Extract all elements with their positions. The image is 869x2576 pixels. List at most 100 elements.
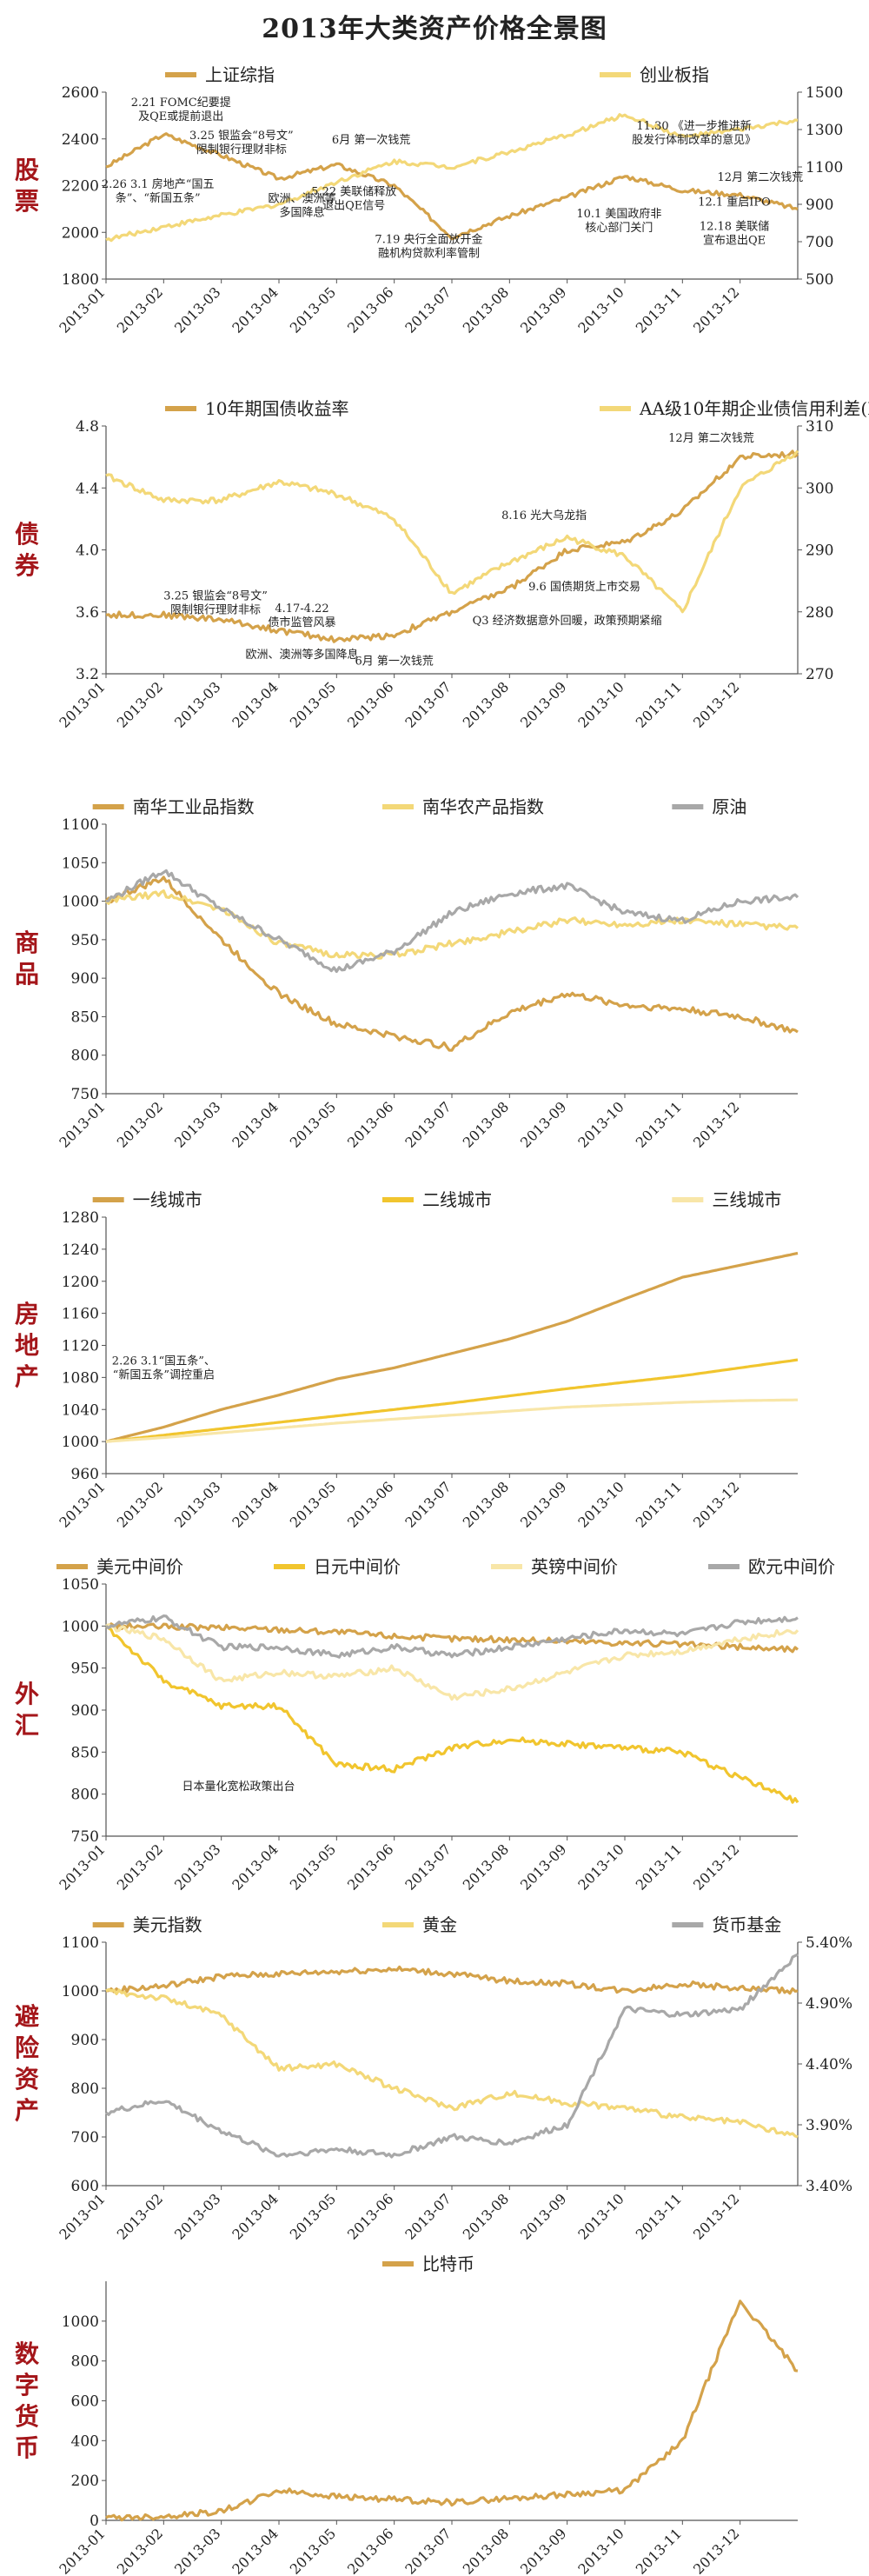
y-tick-label: 1000 bbox=[62, 1983, 99, 2000]
x-tick-label: 2013-03 bbox=[171, 2525, 223, 2576]
x-tick-label: 2013-04 bbox=[229, 2190, 281, 2242]
x-tick-label: 2013-04 bbox=[229, 1098, 281, 1150]
y-tick-label: 1040 bbox=[62, 1401, 99, 1419]
y-tick-label: 1160 bbox=[62, 1306, 99, 1323]
y-tick-label: 950 bbox=[71, 1661, 99, 1678]
x-tick-label: 2013-05 bbox=[287, 1478, 339, 1530]
y2-tick-label: 280 bbox=[806, 604, 833, 622]
series-line-0 bbox=[105, 449, 799, 643]
annotation-text: 2.26 3.1“国五条”、 bbox=[112, 1355, 216, 1368]
annotation: 8.16 光大乌龙指 bbox=[501, 509, 587, 523]
panel-safehaven: 避险资产 美元指数 黄金 货币基金 600 700 800 900 1000 1100 3.40% 3… bbox=[0, 1911, 869, 2250]
chart-bonds: 10年期国债收益率 AA级10年期企业债信用利差(BP) 3.2 3.6 4.0 4.4 4… bbox=[56, 398, 869, 731]
x-tick-label: 2013-06 bbox=[344, 2525, 396, 2576]
x-tick-label: 2013-03 bbox=[171, 678, 223, 730]
y-tick-label: 0 bbox=[90, 2513, 99, 2530]
annotation: 12月 第二次钱荒 bbox=[718, 170, 804, 184]
x-tick-label: 2013-05 bbox=[287, 1098, 339, 1150]
annotation: 欧洲、澳洲等多国降息 bbox=[246, 648, 359, 662]
series-line-0 bbox=[105, 2300, 799, 2522]
y2-tick-label: 500 bbox=[806, 271, 833, 289]
x-tick-label: 2013-08 bbox=[460, 1478, 512, 1530]
y-tick-label: 1080 bbox=[62, 1369, 99, 1387]
y2-tick-label: 4.90% bbox=[806, 1995, 852, 2013]
x-tick-label: 2013-09 bbox=[517, 2525, 569, 2576]
annotation-text: 宣布退出QE bbox=[703, 234, 766, 248]
annotation-text: 2.21 FOMC纪要提 bbox=[131, 96, 231, 110]
x-tick-label: 2013-07 bbox=[401, 1840, 454, 1893]
panel-label-stocks: 股票 bbox=[14, 155, 39, 216]
annotation: 12.1 重启IPO bbox=[698, 195, 771, 209]
annotation: Q3 经济数据意外回暖，政策预期紧缩 bbox=[473, 614, 662, 628]
annotation-text: 12.18 美联储 bbox=[700, 221, 769, 234]
series-line-1 bbox=[105, 1358, 799, 1443]
legend-label: 美元中间价 bbox=[96, 1556, 183, 1577]
annotation-text: 5.22 美联储释放 bbox=[311, 185, 396, 198]
y-tick-label: 900 bbox=[71, 1702, 99, 1720]
x-tick-label: 2013-06 bbox=[344, 2190, 396, 2242]
x-tick-label: 2013-09 bbox=[517, 678, 569, 730]
series-line-2 bbox=[105, 1953, 799, 2159]
series-line-1 bbox=[105, 113, 799, 243]
x-tick-label: 2013-01 bbox=[56, 1098, 108, 1150]
x-tick-label: 2013-02 bbox=[114, 1098, 166, 1150]
annotation-text: 核心部门关门 bbox=[585, 222, 653, 235]
legend-realestate: 一线城市 二线城市 三线城市 bbox=[92, 1189, 781, 1210]
x-tick-label: 2013-11 bbox=[633, 678, 685, 730]
panel-label-commodities: 商品 bbox=[14, 929, 39, 988]
x-tick-label: 2013-01 bbox=[56, 2525, 108, 2576]
y2-tick-label: 1500 bbox=[806, 84, 843, 102]
y-tick-label: 4.0 bbox=[76, 542, 99, 560]
x-tick-label: 2013-10 bbox=[574, 2525, 627, 2576]
panel-bonds: 债券 10年期国债收益率 AA级10年期企业债信用利差(BP) 3.2 3.6 4.0 4.… bbox=[0, 383, 869, 791]
x-tick-label: 2013-02 bbox=[114, 678, 166, 730]
x-tick-label: 2013-11 bbox=[633, 1840, 685, 1893]
x-tick-label: 2013-02 bbox=[114, 2190, 166, 2242]
y-tick-label: 800 bbox=[71, 1048, 99, 1065]
y-tick-label: 1050 bbox=[62, 855, 99, 872]
annotation-text: 7.19 央行全面放开金 bbox=[375, 232, 482, 246]
y-tick-label: 3.2 bbox=[76, 666, 99, 683]
legend-label: 英镑中间价 bbox=[531, 1556, 618, 1577]
x-tick-label: 2013-07 bbox=[401, 2525, 454, 2576]
x-tick-label: 2013-01 bbox=[56, 1840, 108, 1893]
y-tick-label: 750 bbox=[71, 1828, 99, 1846]
y-tick-label: 850 bbox=[71, 1744, 99, 1761]
y-tick-label: 900 bbox=[71, 970, 99, 988]
legend-stocks: 上证综指 创业板指 bbox=[165, 64, 709, 85]
legend-label: 一线城市 bbox=[133, 1189, 202, 1210]
x-tick-label: 2013-12 bbox=[690, 2190, 742, 2242]
x-tick-label: 2013-07 bbox=[401, 678, 454, 730]
legend-label: 创业板指 bbox=[640, 64, 709, 85]
page-title: 2013年大类资产价格全景图 bbox=[262, 14, 607, 44]
chart-safehaven: 美元指数 黄金 货币基金 600 700 800 900 1000 1100 3.40% 3.90%… bbox=[56, 1914, 852, 2243]
y-tick-label: 1240 bbox=[62, 1241, 99, 1259]
series-line-1 bbox=[105, 449, 799, 614]
y-tick-label: 4.4 bbox=[76, 480, 99, 497]
y-tick-label: 200 bbox=[71, 2473, 99, 2490]
y-tick-label: 1100 bbox=[62, 1934, 99, 1952]
x-tick-label: 2013-06 bbox=[344, 283, 396, 336]
x-tick-label: 2013-11 bbox=[633, 2525, 685, 2576]
y-tick-label: 600 bbox=[71, 2393, 99, 2411]
series-line-3 bbox=[105, 1614, 799, 1659]
x-tick-label: 2013-04 bbox=[229, 2525, 281, 2576]
x-tick-label: 2013-12 bbox=[690, 283, 742, 336]
x-tick-label: 2013-03 bbox=[171, 1840, 223, 1893]
y-tick-label: 800 bbox=[71, 2353, 99, 2371]
x-tick-label: 2013-08 bbox=[460, 2190, 512, 2242]
y2-tick-label: 1100 bbox=[806, 159, 843, 176]
series-line-1 bbox=[104, 1625, 799, 1804]
y-tick-label: 950 bbox=[71, 932, 99, 949]
series-line-0 bbox=[105, 1251, 799, 1443]
y-tick-label: 3.6 bbox=[76, 604, 99, 622]
y-tick-label: 2000 bbox=[62, 224, 99, 242]
x-tick-label: 2013-12 bbox=[690, 1478, 742, 1530]
x-tick-label: 2013-12 bbox=[690, 678, 742, 730]
y-tick-label: 700 bbox=[71, 2129, 99, 2147]
x-tick-label: 2013-03 bbox=[171, 283, 223, 336]
annotation: 9.6 国债期货上市交易 bbox=[528, 580, 640, 594]
annotation: 3.25 银监会“8号文”限制银行理财非标 bbox=[163, 590, 268, 617]
